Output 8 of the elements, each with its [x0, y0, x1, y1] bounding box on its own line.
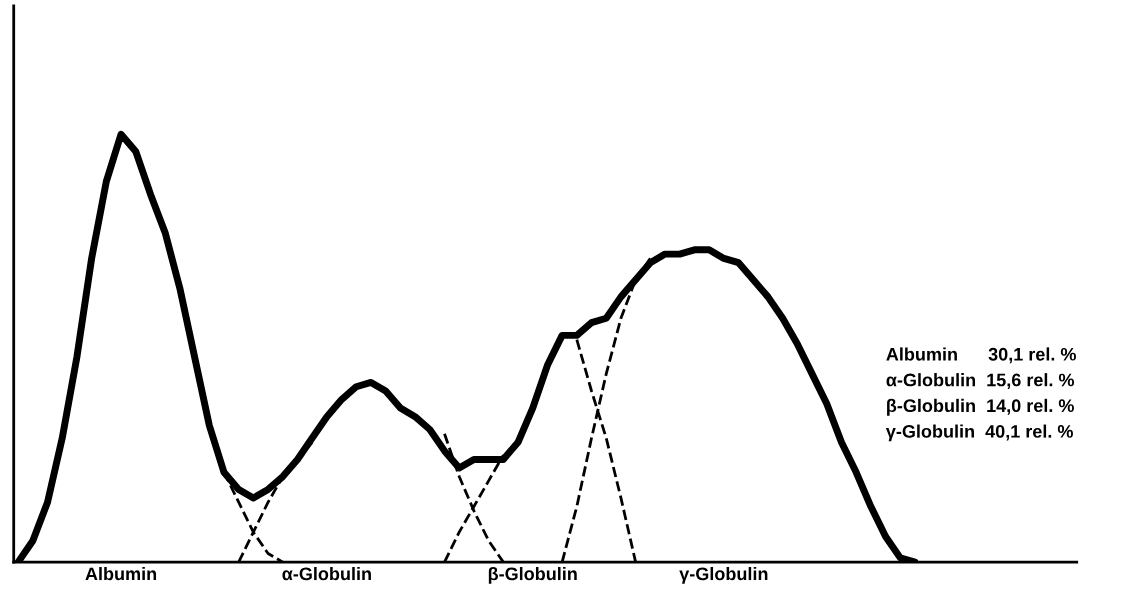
x-tick-label: Albumin — [85, 566, 157, 581]
annotation: γ-Globulin 40,1 rel. % — [885, 424, 1073, 442]
annotation: β-Globulin 14,0 rel. % — [887, 398, 1074, 416]
annotation: Albumin 30,1 rel. % — [886, 347, 1076, 364]
x-tick-label: γ-Globulin — [679, 566, 768, 584]
x-tick-label: β-Globulin — [488, 566, 577, 584]
x-tick-label: α-Globulin — [282, 566, 371, 581]
annotation: α-Globulin 15,6 rel. % — [886, 373, 1075, 389]
